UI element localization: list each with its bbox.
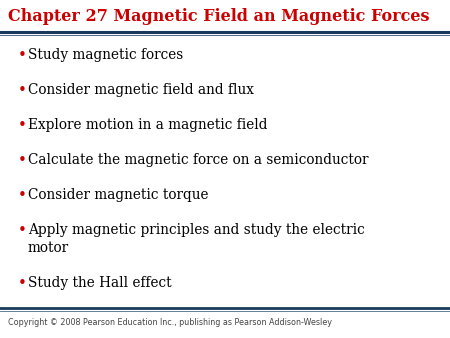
Text: •: • [18, 223, 27, 238]
Text: •: • [18, 153, 27, 168]
Text: Study the Hall effect: Study the Hall effect [28, 276, 171, 290]
Text: Study magnetic forces: Study magnetic forces [28, 48, 183, 62]
Text: Explore motion in a magnetic field: Explore motion in a magnetic field [28, 118, 267, 132]
Text: Calculate the magnetic force on a semiconductor: Calculate the magnetic force on a semico… [28, 153, 369, 167]
Text: •: • [18, 48, 27, 63]
Text: •: • [18, 276, 27, 291]
Text: Consider magnetic field and flux: Consider magnetic field and flux [28, 83, 254, 97]
Text: Consider magnetic torque: Consider magnetic torque [28, 188, 208, 202]
Text: Copyright © 2008 Pearson Education Inc., publishing as Pearson Addison-Wesley: Copyright © 2008 Pearson Education Inc.,… [8, 318, 332, 327]
Text: •: • [18, 118, 27, 133]
Text: Apply magnetic principles and study the electric
motor: Apply magnetic principles and study the … [28, 223, 365, 255]
Text: •: • [18, 83, 27, 98]
Text: •: • [18, 188, 27, 203]
Text: Chapter 27 Magnetic Field an Magnetic Forces: Chapter 27 Magnetic Field an Magnetic Fo… [8, 8, 429, 25]
